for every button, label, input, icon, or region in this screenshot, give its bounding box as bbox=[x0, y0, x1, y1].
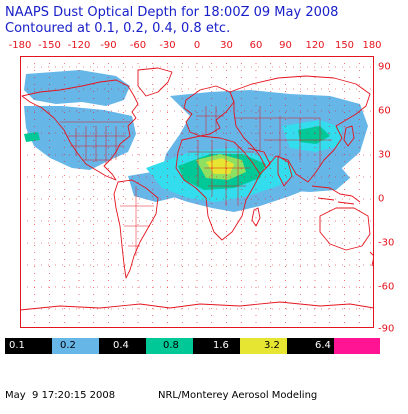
coast-se-asia-islands bbox=[311, 185, 361, 205]
lat-label-90: 90 bbox=[378, 61, 391, 73]
map-title: NAAPS Dust Optical Depth for 18:00Z 09 M… bbox=[5, 5, 339, 20]
coast-australia bbox=[319, 207, 371, 251]
lat-label-0: 0 bbox=[378, 193, 385, 205]
dust-region-north-pacific bbox=[24, 70, 130, 106]
lon-label-neg120: -120 bbox=[67, 40, 91, 51]
lon-label-30: 30 bbox=[220, 40, 233, 51]
lon-label-60: 60 bbox=[249, 40, 263, 51]
coast-asia bbox=[229, 75, 371, 183]
coast-new-zealand bbox=[369, 251, 374, 267]
coast-arabia-india bbox=[247, 147, 293, 187]
legend-label-6-4: 6.4 bbox=[315, 340, 331, 351]
lon-label-neg60: -60 bbox=[129, 40, 147, 51]
lon-label-150: 150 bbox=[334, 40, 355, 51]
legend-label-0-4: 0.4 bbox=[113, 340, 129, 351]
dust-region-sahara-core bbox=[206, 158, 234, 174]
lat-label-60: 60 bbox=[378, 105, 391, 117]
legend-label-0-8: 0.8 bbox=[163, 340, 179, 351]
graticule bbox=[20, 56, 374, 328]
coast-japan bbox=[343, 125, 355, 147]
coast-south-america bbox=[113, 179, 159, 279]
borders-south-america bbox=[120, 186, 154, 256]
legend-swatch-0-8 bbox=[146, 338, 193, 354]
dust-region-north-america bbox=[24, 106, 136, 170]
legend-swatch-0-2 bbox=[52, 338, 99, 354]
lon-label-neg90: -90 bbox=[100, 40, 117, 51]
lat-label-neg60: -60 bbox=[378, 281, 395, 293]
coastlines bbox=[20, 67, 374, 311]
lon-label-120: 120 bbox=[305, 40, 325, 51]
legend-label-0-1: 0.1 bbox=[9, 340, 25, 351]
lon-label-neg30: -30 bbox=[159, 40, 176, 51]
dust-map bbox=[20, 56, 374, 328]
legend-label-0-2: 0.2 bbox=[60, 340, 76, 351]
coast-africa bbox=[175, 135, 261, 241]
coast-antarctica bbox=[20, 301, 374, 311]
coast-europe bbox=[183, 85, 235, 137]
coast-madagascar bbox=[251, 207, 261, 227]
legend-swatch-6-4 bbox=[287, 338, 334, 354]
legend-swatch-max bbox=[334, 338, 380, 354]
lon-label-neg180: -180 bbox=[8, 40, 32, 51]
lon-label-0: 0 bbox=[193, 40, 201, 51]
legend-swatch-0-1 bbox=[5, 338, 52, 354]
lat-label-30: 30 bbox=[378, 149, 391, 161]
map-border bbox=[20, 56, 374, 328]
lon-label-neg150: -150 bbox=[38, 40, 61, 51]
lon-label-90: 90 bbox=[279, 40, 292, 51]
country-borders bbox=[60, 106, 332, 256]
legend-swatch-3-2 bbox=[240, 338, 287, 354]
borders-north-america bbox=[60, 121, 130, 164]
legend-label-1-6: 1.6 bbox=[213, 340, 229, 351]
borders-asia bbox=[234, 106, 332, 166]
legend-swatch-1-6 bbox=[193, 338, 240, 354]
borders-europe-africa bbox=[188, 106, 254, 206]
legend-label-3-2: 3.2 bbox=[264, 340, 280, 351]
dust-region-gobi-mid bbox=[298, 126, 330, 144]
legend-swatch-0-4 bbox=[99, 338, 146, 354]
dust-field-layer bbox=[24, 70, 368, 212]
lat-label-neg90: -90 bbox=[378, 323, 395, 335]
footer-timestamp: May 9 17:20:15 2008 bbox=[5, 390, 116, 401]
map-subtitle: Contoured at 0.1, 0.2, 0.4, 0.8 etc. bbox=[5, 21, 231, 36]
lat-label-neg30: -30 bbox=[378, 237, 395, 249]
footer-credit: NRL/Monterey Aerosol Modeling bbox=[158, 390, 318, 401]
coast-greenland bbox=[137, 67, 173, 97]
lon-label-180: 180 bbox=[362, 40, 382, 51]
dust-region-atlantic-teal bbox=[24, 132, 40, 142]
